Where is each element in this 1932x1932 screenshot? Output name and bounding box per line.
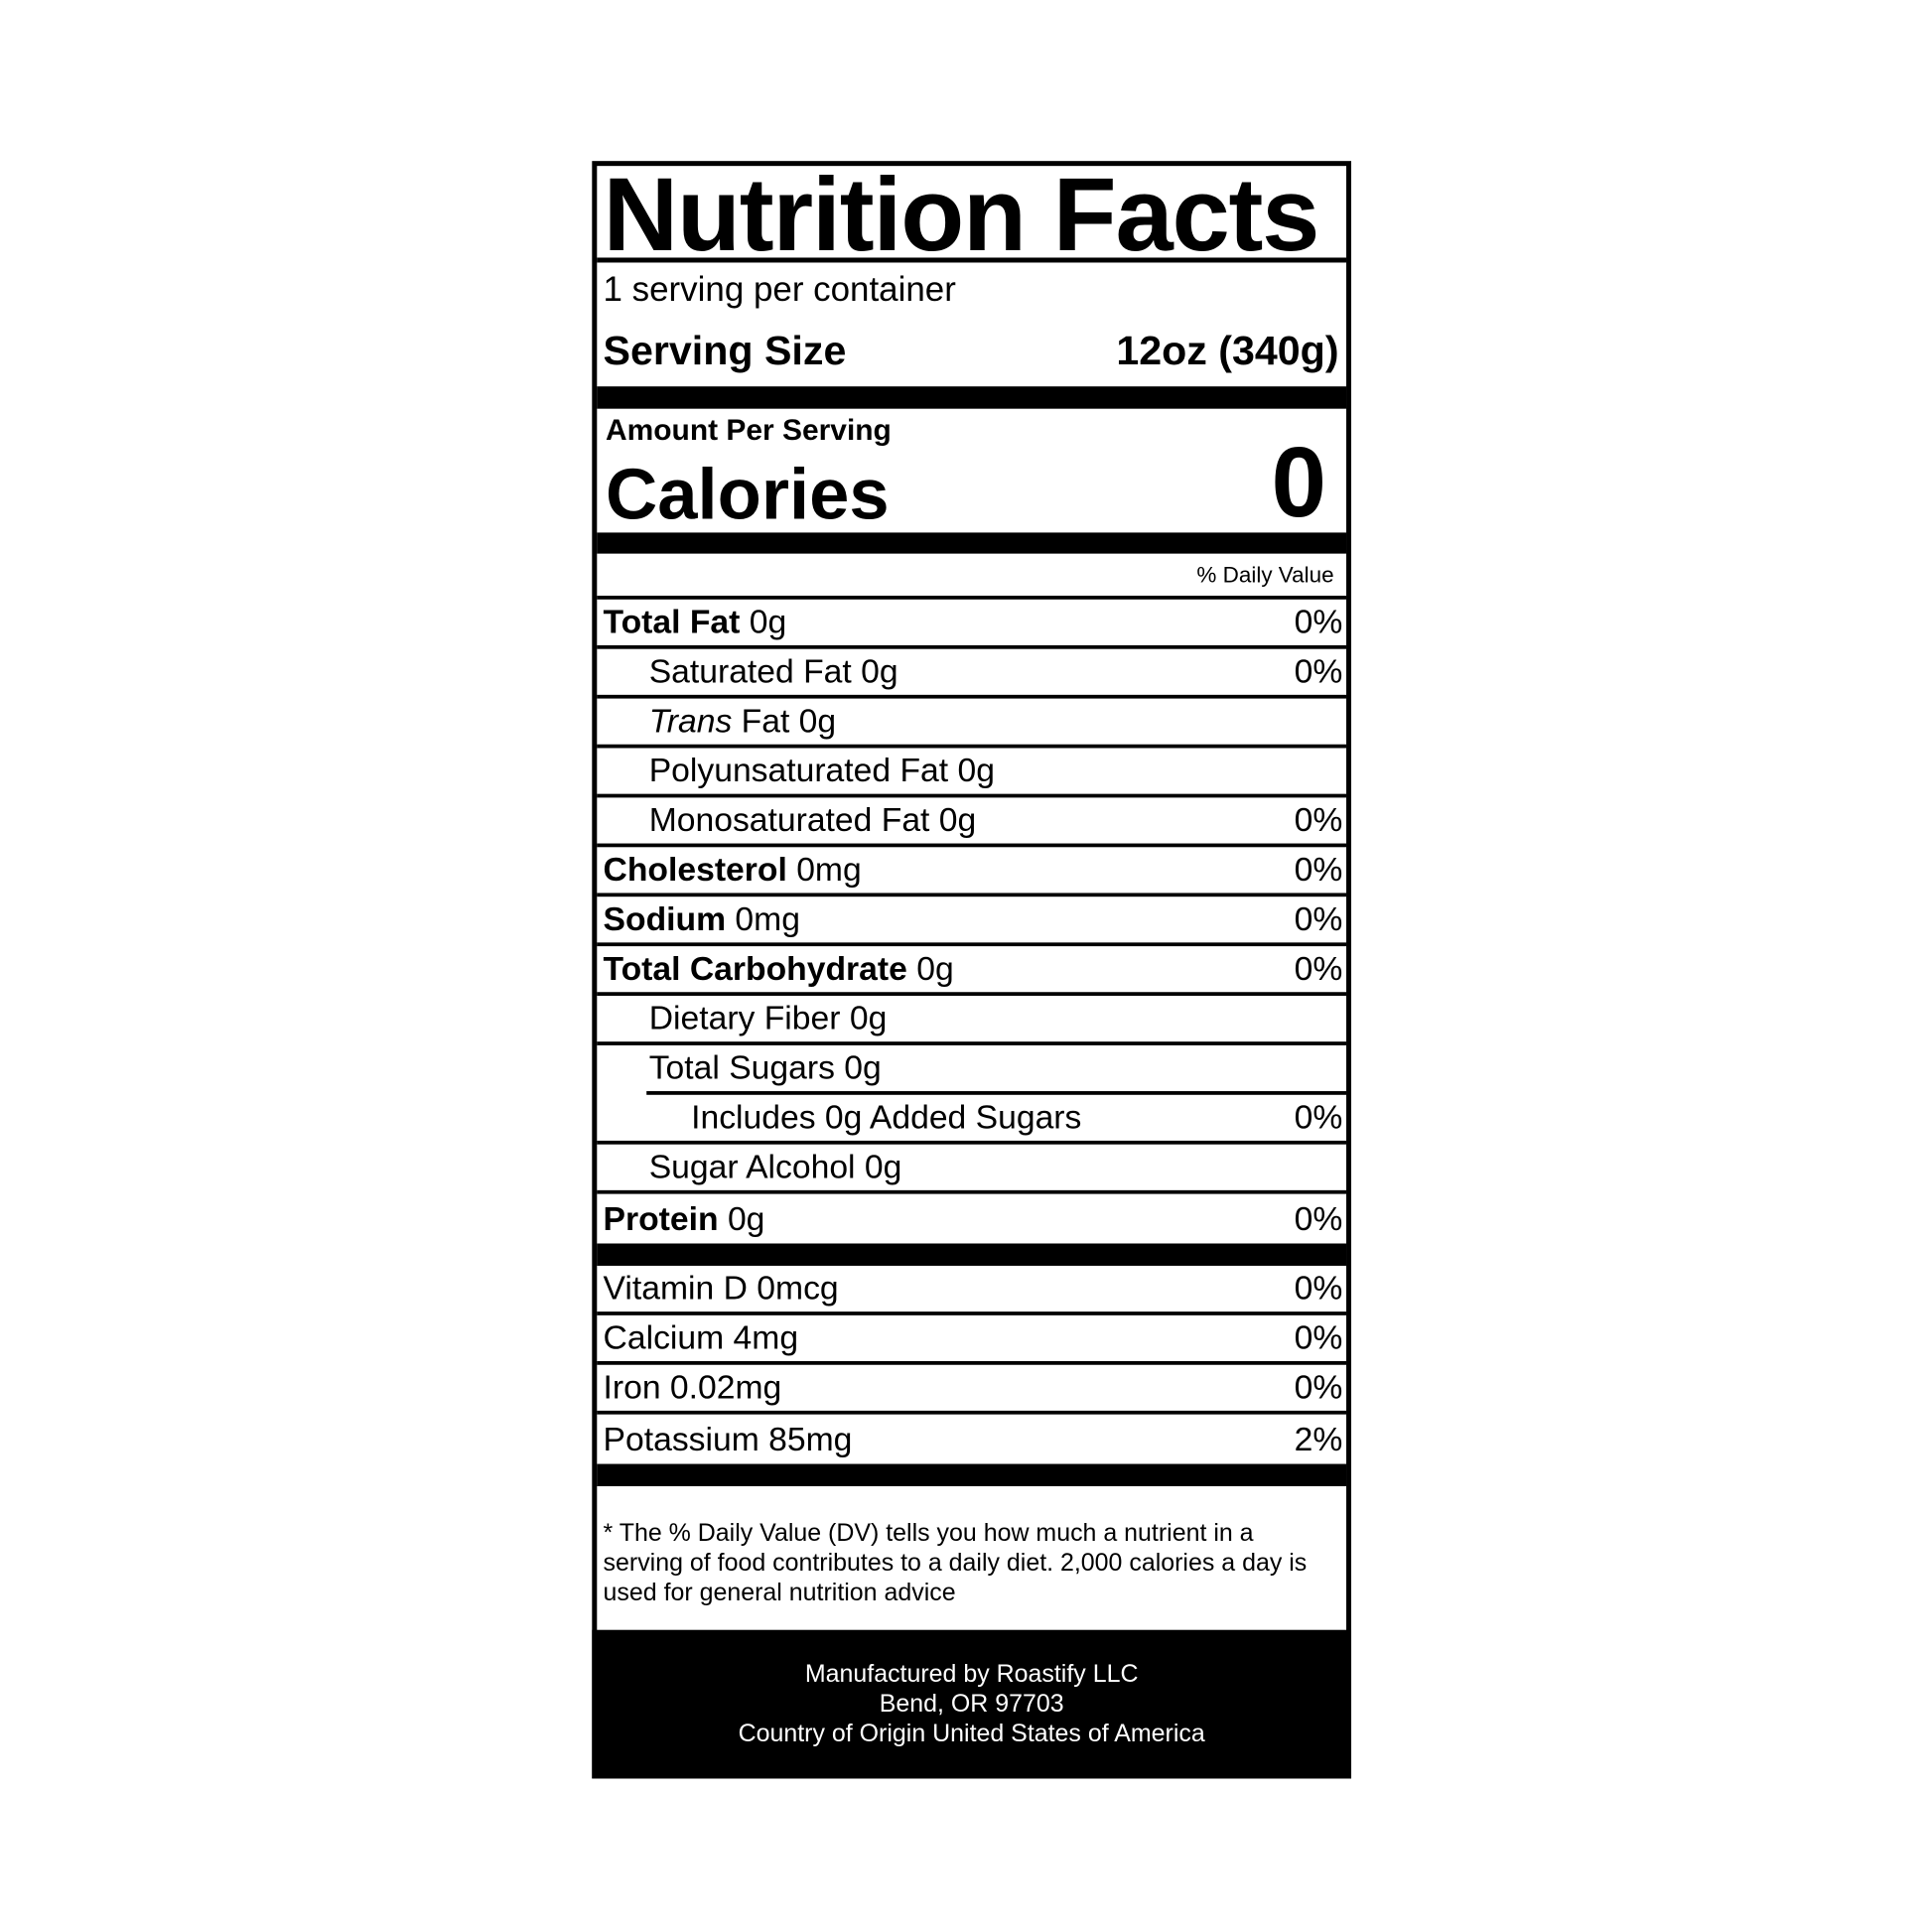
nutrient-name: Dietary Fiber 0g (648, 999, 888, 1037)
nutrient-name: Sodium (603, 899, 727, 938)
daily-value-footnote: * The % Daily Value (DV) tells you how m… (603, 1519, 1308, 1607)
nutrient-row-total-carbohydrate: Total Carbohydrate 0g 0% (597, 946, 1347, 996)
nutrient-row-total-fat: Total Fat 0g 0% (597, 600, 1347, 649)
nutrient-dv: 0% (1294, 1098, 1343, 1136)
thick-divider (597, 1463, 1347, 1486)
nutrient-dv: 0% (1294, 851, 1343, 889)
nutrition-facts-label: Nutrition Facts 1 serving per container … (592, 161, 1352, 1779)
nutrient-dv: 0% (1294, 899, 1343, 938)
nutrient-name: Monosaturated Fat 0g (648, 801, 977, 839)
nutrient-row-monosaturated-fat: Monosaturated Fat 0g 0% (597, 797, 1347, 848)
nutrient-dv: 0% (1294, 652, 1343, 690)
nutrient-row-trans-fat: Trans Fat 0g (597, 699, 1347, 749)
nutrient-name: Total Sugars 0g (648, 1048, 882, 1087)
nutrient-amount: 0g (727, 1199, 765, 1237)
nutrient-dv: 0% (1294, 603, 1343, 640)
nutrient-name: Cholesterol (603, 851, 787, 889)
nutrient-row-sugar-alcohol: Sugar Alcohol 0g (597, 1145, 1347, 1194)
manufacturer-line: Manufactured by Roastify LLC (804, 1660, 1139, 1689)
nutrient-dv: 0% (1294, 1199, 1343, 1237)
vitamin-name: Iron 0.02mg (603, 1368, 782, 1406)
nutrient-row-sodium: Sodium 0mg 0% (597, 897, 1347, 947)
nutrient-name: Includes 0g Added Sugars (691, 1098, 1082, 1136)
serving-size: Serving Size 12oz (340g) (604, 327, 1339, 373)
nutrient-amount: 0mg (796, 851, 862, 889)
amount-per-serving: Amount Per Serving (606, 413, 892, 448)
country-of-origin: Country of Origin United States of Ameri… (738, 1720, 1205, 1748)
calories-label: Calories (606, 454, 890, 535)
manufacturer-address: Bend, OR 97703 (879, 1690, 1064, 1719)
vitamin-dv: 0% (1294, 1368, 1343, 1406)
daily-value-header: % Daily Value (597, 554, 1347, 600)
label-title: Nutrition Facts (597, 166, 1347, 263)
nutrient-row-total-sugars: Total Sugars 0g (597, 1045, 1347, 1095)
vitamin-dv: 2% (1294, 1420, 1343, 1457)
nutrient-name-italic: Trans (648, 702, 733, 740)
calories-value: 0 (1271, 427, 1327, 538)
thick-divider (597, 386, 1347, 409)
vitamin-name: Vitamin D 0mcg (603, 1269, 839, 1308)
manufacturer-info: Manufactured by Roastify LLC Bend, OR 97… (592, 1629, 1352, 1779)
vitamin-row-vitamin-d: Vitamin D 0mcg 0% (597, 1266, 1347, 1315)
thick-divider (597, 532, 1347, 554)
nutrient-row-polyunsaturated-fat: Polyunsaturated Fat 0g (597, 748, 1347, 798)
nutrient-name: Protein (603, 1199, 719, 1237)
nutrient-name: Fat 0g (732, 702, 837, 740)
nutrient-row-protein: Protein 0g 0% (597, 1194, 1346, 1244)
nutrient-amount: 0mg (735, 899, 800, 938)
nutrient-name: Total Fat (603, 603, 741, 640)
vitamin-row-iron: Iron 0.02mg 0% (597, 1365, 1347, 1415)
nutrient-amount: 0g (916, 949, 954, 988)
nutrient-dv: 0% (1294, 801, 1343, 839)
nutrient-row-cholesterol: Cholesterol 0mg 0% (597, 847, 1347, 897)
thick-divider (597, 1243, 1347, 1266)
vitamin-row-potassium: Potassium 85mg 2% (597, 1415, 1346, 1464)
servings-per-container: 1 serving per container (603, 269, 956, 309)
vitamin-name: Potassium 85mg (603, 1420, 853, 1457)
vitamin-name: Calcium 4mg (603, 1318, 799, 1357)
nutrient-name: Polyunsaturated Fat 0g (648, 752, 995, 789)
vitamin-row-calcium: Calcium 4mg 0% (597, 1315, 1347, 1365)
calories-section: Amount Per Serving Calories 0 (597, 409, 1346, 538)
nutrient-amount: 0g (749, 603, 787, 640)
nutrient-row-saturated-fat: Saturated Fat 0g 0% (597, 649, 1347, 699)
nutrient-name: Sugar Alcohol 0g (648, 1148, 902, 1185)
nutrient-row-dietary-fiber: Dietary Fiber 0g (597, 996, 1347, 1045)
nutrient-name: Total Carbohydrate (603, 949, 907, 988)
serving-info: 1 serving per container Serving Size 12o… (597, 262, 1346, 386)
serving-size-label: Serving Size (603, 327, 847, 373)
vitamin-dv: 0% (1294, 1318, 1343, 1357)
nutrient-name: Saturated Fat 0g (648, 652, 898, 690)
nutrient-dv: 0% (1294, 949, 1343, 988)
vitamin-dv: 0% (1294, 1269, 1343, 1308)
nutrient-row-added-sugars: Includes 0g Added Sugars 0% (597, 1095, 1347, 1145)
serving-size-value: 12oz (340g) (1116, 327, 1339, 373)
